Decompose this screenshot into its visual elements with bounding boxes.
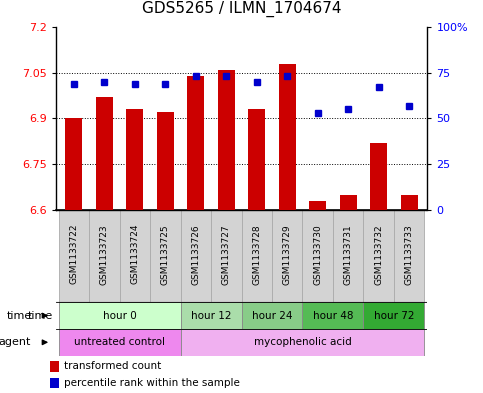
Text: time: time — [7, 310, 32, 321]
Bar — [302, 302, 363, 329]
Text: hour 0: hour 0 — [103, 310, 136, 321]
Bar — [302, 210, 333, 302]
Bar — [181, 210, 211, 302]
Bar — [89, 210, 120, 302]
Bar — [58, 210, 89, 302]
Text: hour 24: hour 24 — [252, 310, 292, 321]
Bar — [127, 109, 143, 210]
Bar — [218, 70, 235, 210]
Bar — [272, 210, 302, 302]
Text: mycophenolic acid: mycophenolic acid — [254, 337, 351, 347]
Bar — [157, 112, 174, 210]
Bar — [58, 329, 181, 356]
Bar — [309, 201, 326, 210]
Bar — [150, 210, 181, 302]
Text: GSM1133731: GSM1133731 — [344, 224, 353, 285]
Bar — [187, 76, 204, 210]
Text: GSM1133722: GSM1133722 — [70, 224, 78, 285]
Bar — [363, 210, 394, 302]
Text: percentile rank within the sample: percentile rank within the sample — [64, 378, 240, 388]
Bar — [363, 302, 425, 329]
Text: time: time — [28, 310, 53, 321]
Text: GSM1133724: GSM1133724 — [130, 224, 139, 285]
Text: GDS5265 / ILMN_1704674: GDS5265 / ILMN_1704674 — [142, 1, 341, 17]
Bar — [248, 109, 265, 210]
Bar — [242, 210, 272, 302]
Text: GSM1133725: GSM1133725 — [161, 224, 170, 285]
Bar — [340, 195, 356, 210]
Text: transformed count: transformed count — [64, 361, 161, 371]
Text: GSM1133723: GSM1133723 — [100, 224, 109, 285]
Bar — [394, 210, 425, 302]
Text: GSM1133729: GSM1133729 — [283, 224, 292, 285]
Bar — [242, 302, 302, 329]
Text: GSM1133728: GSM1133728 — [252, 224, 261, 285]
Bar — [279, 64, 296, 210]
Bar — [120, 210, 150, 302]
Text: GSM1133733: GSM1133733 — [405, 224, 413, 285]
Text: GSM1133727: GSM1133727 — [222, 224, 231, 285]
Text: agent: agent — [0, 337, 30, 347]
Bar — [370, 143, 387, 210]
Text: GSM1133732: GSM1133732 — [374, 224, 383, 285]
Bar — [181, 329, 425, 356]
Bar — [58, 302, 181, 329]
Bar — [333, 210, 363, 302]
Bar — [181, 302, 242, 329]
Text: GSM1133726: GSM1133726 — [191, 224, 200, 285]
Bar — [401, 195, 417, 210]
Text: untreated control: untreated control — [74, 337, 165, 347]
Bar — [96, 97, 113, 210]
Text: hour 72: hour 72 — [374, 310, 414, 321]
Text: GSM1133730: GSM1133730 — [313, 224, 322, 285]
Bar — [50, 378, 59, 388]
Text: hour 48: hour 48 — [313, 310, 353, 321]
Bar — [211, 210, 242, 302]
Text: hour 12: hour 12 — [191, 310, 231, 321]
Bar — [66, 118, 82, 210]
Bar — [50, 361, 59, 372]
